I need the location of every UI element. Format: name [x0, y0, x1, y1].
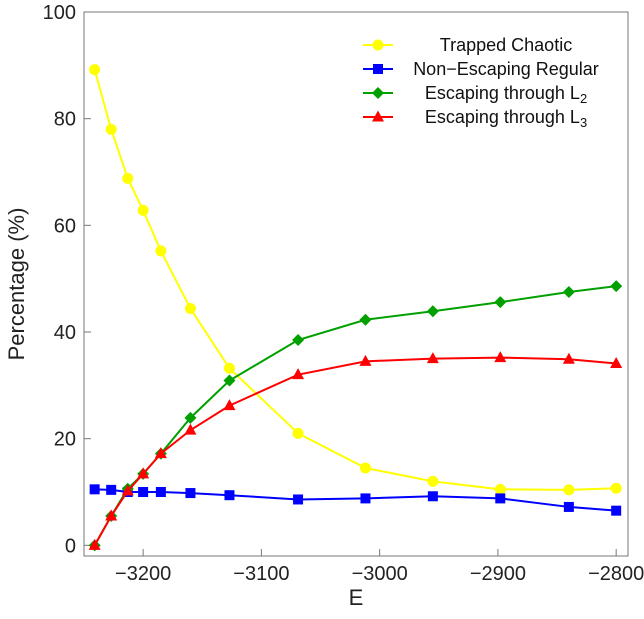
data-point: [137, 467, 150, 479]
legend-item: Trapped Chaotic: [363, 35, 572, 55]
x-tick-label: −2800: [588, 563, 644, 585]
data-point: [427, 475, 439, 487]
series-line: [93, 69, 617, 491]
data-point: [184, 423, 197, 435]
data-point: [359, 462, 371, 474]
data-point: [185, 488, 196, 499]
series-line: [93, 285, 617, 546]
data-point: [494, 351, 507, 363]
data-point: [610, 356, 623, 368]
series-0: [89, 64, 622, 496]
data-point: [563, 501, 574, 512]
legend-label: Trapped Chaotic: [440, 35, 572, 55]
data-point: [427, 491, 438, 502]
legend-item: Escaping through L2: [363, 83, 587, 106]
data-point: [155, 487, 166, 497]
data-point: [105, 123, 117, 135]
data-point: [426, 305, 439, 318]
data-point: [426, 352, 439, 364]
legend-label: Non−Escaping Regular: [413, 59, 599, 79]
legend-item: Non−Escaping Regular: [363, 59, 599, 79]
x-tick-label: −2900: [470, 563, 526, 585]
data-point: [494, 296, 507, 309]
data-point: [184, 411, 197, 424]
data-point: [563, 484, 575, 496]
y-tick-label: 40: [54, 322, 76, 344]
series-layer: [88, 64, 623, 552]
series-3: [88, 351, 623, 550]
data-point: [122, 172, 134, 184]
y-tick-label: 80: [54, 109, 76, 131]
y-tick-label: 0: [65, 535, 76, 557]
legend-marker: [372, 110, 384, 122]
data-point: [224, 490, 235, 501]
series-2: [88, 280, 623, 552]
legend: Trapped Chaotic Non−Escaping Regular Escap…: [363, 35, 599, 130]
data-point: [610, 482, 622, 494]
data-point: [89, 64, 101, 76]
data-point: [610, 280, 623, 293]
data-point: [105, 509, 118, 521]
data-point: [292, 334, 305, 346]
y-tick-label: 100: [43, 2, 76, 24]
x-tick-label: −3200: [115, 563, 171, 585]
data-point: [88, 538, 101, 550]
data-point: [359, 313, 372, 326]
y-axis-title: Percentage (%): [4, 208, 29, 361]
legend-label: Escaping through L3: [425, 107, 587, 130]
data-point: [106, 484, 117, 495]
data-point: [223, 374, 236, 387]
data-point: [359, 354, 372, 366]
data-point: [360, 493, 371, 504]
y-tick-label: 20: [54, 429, 76, 451]
data-point: [137, 204, 149, 216]
data-point: [154, 447, 167, 459]
data-point: [138, 487, 149, 497]
data-point: [121, 484, 134, 496]
legend-marker: [372, 39, 384, 51]
data-point: [223, 399, 236, 411]
data-point: [223, 362, 235, 374]
data-point: [155, 245, 167, 257]
y-tick-label: 60: [54, 215, 76, 237]
data-point: [611, 505, 622, 516]
plot-frame: [83, 11, 629, 557]
x-axis-title: E: [349, 585, 364, 610]
legend-item: Escaping through L3: [363, 107, 587, 130]
x-tick-label: −3000: [352, 563, 408, 585]
data-point: [292, 368, 305, 380]
legend-label: Escaping through L2: [425, 83, 587, 106]
data-point: [494, 483, 506, 495]
data-point: [292, 427, 304, 439]
data-point: [495, 493, 506, 504]
data-point: [293, 494, 304, 505]
legend-marker: [373, 64, 383, 74]
series-line: [93, 356, 617, 546]
x-axis-ticks: −3200 −3100 −3000 −2900 −2800: [115, 549, 644, 585]
x-tick-label: −3100: [233, 563, 289, 585]
y-axis-ticks: 0 20 40 60 80 100: [43, 2, 91, 557]
series-line: [94, 488, 617, 512]
data-point: [184, 303, 196, 315]
data-point: [562, 352, 575, 364]
data-point: [562, 286, 575, 298]
data-point: [89, 484, 100, 495]
legend-marker: [372, 87, 384, 99]
